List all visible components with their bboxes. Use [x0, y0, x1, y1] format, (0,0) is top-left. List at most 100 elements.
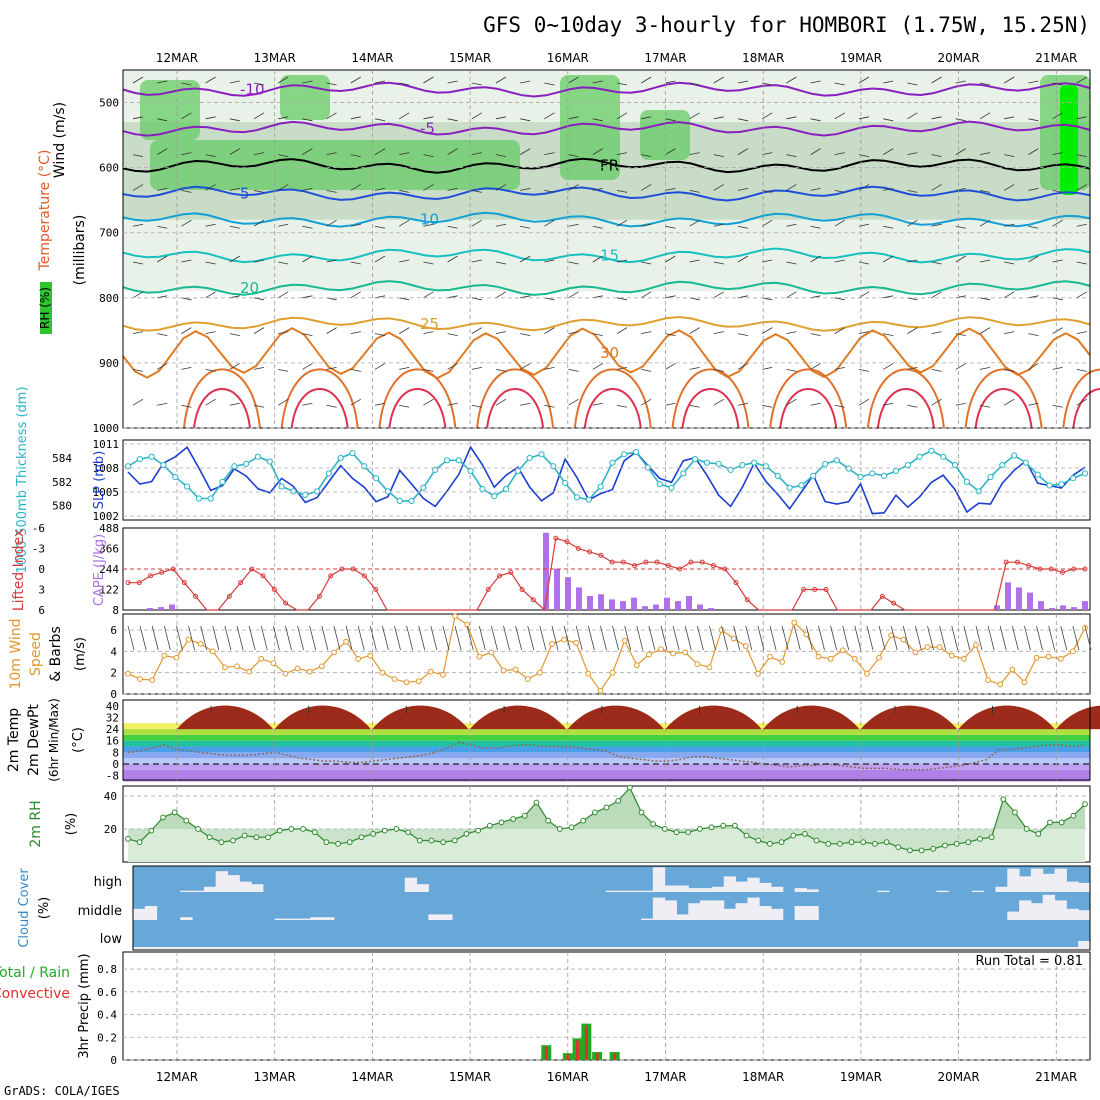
wind-barb: [1028, 188, 1039, 191]
wind-speed-marker: [222, 664, 228, 671]
li-marker: [249, 566, 255, 572]
cloud-middle-bar: [440, 914, 453, 920]
wind-barb: [156, 255, 168, 263]
isotherm-loop: [671, 368, 750, 429]
rh-marker: [696, 826, 703, 832]
rh-marker: [370, 831, 376, 837]
cloud-high-bar: [1066, 881, 1079, 892]
wind-barb: [326, 82, 337, 86]
wind-barb: [713, 261, 724, 265]
li-marker: [879, 593, 885, 599]
wind-barb: [205, 398, 216, 406]
wind-speed-marker: [815, 653, 822, 660]
wind-barb: [737, 188, 749, 191]
cloud-high-bar: [759, 882, 772, 892]
surface-wind-barb: [902, 625, 910, 651]
wind-barb: [229, 148, 241, 155]
temp-hump: [177, 705, 273, 730]
li-marker: [170, 566, 176, 572]
wind-barb: [544, 327, 555, 334]
temp-axis-units: (°C): [71, 727, 86, 753]
wind-barb: [132, 398, 144, 406]
wind-barb: [447, 188, 458, 191]
thickness-marker: [1022, 459, 1030, 466]
temp-tick: 32: [106, 711, 119, 724]
wind-speed-marker: [270, 660, 277, 666]
cloud-low-bar: [960, 947, 973, 950]
surface-wind-barb: [357, 625, 365, 651]
wind-barb: [883, 188, 894, 191]
rh-marker: [230, 837, 236, 844]
cloud-middle-bar: [180, 917, 193, 920]
wind-barb: [713, 398, 725, 406]
thickness-tick: 580: [52, 500, 72, 513]
rh-marker: [416, 837, 423, 844]
cloud-low-bar: [735, 947, 748, 950]
cloud-low-bar: [322, 947, 335, 950]
thickness-marker: [219, 478, 226, 485]
li-marker: [710, 563, 716, 569]
wind-barb: [277, 291, 289, 299]
wind-barb: [979, 297, 991, 301]
thickness-marker: [550, 463, 557, 470]
thickness-marker: [243, 460, 250, 467]
wind-barb: [810, 255, 821, 263]
cloud-low-bar: [782, 947, 796, 950]
wind-barb: [471, 190, 482, 193]
wind-speed-marker: [948, 652, 955, 659]
thickness-marker: [963, 478, 970, 485]
cloud-low-bar: [629, 947, 642, 950]
rh-marker: [907, 847, 913, 854]
wind-barb: [350, 154, 361, 158]
rh-marker: [720, 822, 727, 829]
rh-marker: [802, 831, 808, 837]
wind-barb: [520, 333, 531, 337]
thickness-marker: [703, 459, 711, 466]
li-marker: [733, 580, 739, 586]
temp-hump: [665, 705, 762, 730]
cloud-low-bar: [676, 947, 689, 950]
thickness-marker: [325, 470, 332, 477]
wind-barb: [955, 255, 967, 263]
surface-wind-barb: [127, 625, 135, 651]
cloud-middle-bar: [1019, 900, 1032, 920]
surface-wind-barb: [176, 625, 183, 651]
wind-barb: [568, 331, 579, 335]
thickness-marker: [680, 470, 687, 477]
cloud-middle-bar: [1054, 900, 1067, 920]
cloud-low-bar: [948, 947, 961, 950]
wind-barb: [1028, 255, 1039, 263]
wind-barb: [834, 112, 846, 120]
rh-marker: [661, 826, 668, 832]
wind-barb: [495, 331, 507, 335]
wind-barb: [181, 152, 192, 156]
wind-barb: [737, 225, 749, 229]
wind-barb: [955, 148, 967, 155]
cloud-high-bar: [1007, 868, 1020, 892]
surface-wind-barb: [406, 625, 414, 651]
thickness-marker: [1070, 475, 1077, 482]
wind-barb: [544, 367, 555, 370]
cloud-middle-bar: [747, 897, 760, 920]
wind-speed-marker: [294, 665, 301, 672]
wind-speed-marker: [524, 676, 531, 682]
thickness-marker: [183, 483, 191, 490]
wind-barb: [229, 188, 240, 191]
wind-barb: [640, 291, 652, 299]
wind-barb: [1076, 76, 1088, 84]
rh-marker: [1082, 801, 1088, 808]
wind-barb: [132, 154, 144, 158]
cloud-low-bar: [570, 947, 583, 950]
wind-barb: [1028, 295, 1039, 299]
li-marker: [373, 587, 379, 592]
cape-bar: [620, 601, 626, 610]
wind-barb: [616, 152, 628, 156]
rh-marker: [381, 827, 388, 834]
cloud-low-bar: [558, 947, 571, 950]
li-marker: [801, 587, 807, 592]
li-marker: [1082, 566, 1088, 572]
cloud-low-bar: [168, 947, 181, 950]
cape-bar: [664, 597, 670, 610]
wind-barb: [1052, 82, 1063, 86]
rh-marker: [965, 839, 972, 846]
